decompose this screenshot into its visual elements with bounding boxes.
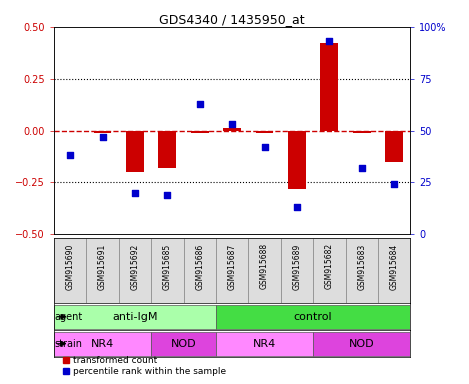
Title: GDS4340 / 1435950_at: GDS4340 / 1435950_at	[159, 13, 305, 26]
Point	[67, 152, 74, 159]
Bar	[151, 331, 216, 356]
Bar	[54, 331, 151, 356]
Text: NR4: NR4	[91, 339, 114, 349]
Bar	[256, 131, 273, 132]
Bar	[378, 238, 410, 303]
Bar	[223, 129, 241, 131]
Bar	[86, 238, 119, 303]
Legend: transformed count, percentile rank within the sample: transformed count, percentile rank withi…	[59, 353, 230, 379]
Point	[164, 192, 171, 198]
Bar	[119, 238, 151, 303]
Text: GSM915682: GSM915682	[325, 243, 334, 290]
Point	[325, 38, 333, 45]
Bar	[313, 238, 346, 303]
Text: GSM915689: GSM915689	[293, 243, 302, 290]
Text: anti-IgM: anti-IgM	[112, 312, 158, 322]
Text: GSM915686: GSM915686	[195, 243, 204, 290]
Text: NR4: NR4	[253, 339, 276, 349]
Bar	[385, 131, 403, 162]
Text: GSM915692: GSM915692	[130, 243, 139, 290]
Text: control: control	[294, 312, 333, 322]
Bar	[54, 305, 216, 329]
Text: agent: agent	[54, 312, 83, 322]
Text: strain: strain	[54, 339, 82, 349]
Bar	[288, 131, 306, 189]
Text: GSM915690: GSM915690	[66, 243, 75, 290]
Bar	[94, 131, 112, 132]
Text: GSM915687: GSM915687	[227, 243, 237, 290]
Point	[293, 204, 301, 210]
Bar	[313, 331, 410, 356]
Bar	[320, 43, 338, 131]
Bar	[216, 238, 249, 303]
Bar	[183, 238, 216, 303]
Point	[358, 165, 365, 171]
Bar	[151, 238, 183, 303]
Point	[196, 101, 204, 107]
Text: GSM915688: GSM915688	[260, 243, 269, 290]
Text: NOD: NOD	[171, 339, 197, 349]
Bar	[281, 238, 313, 303]
Text: GSM915691: GSM915691	[98, 243, 107, 290]
Bar	[159, 131, 176, 168]
Point	[261, 144, 268, 150]
Point	[131, 190, 139, 196]
Bar	[249, 238, 281, 303]
Text: GSM915684: GSM915684	[390, 243, 399, 290]
Bar	[54, 238, 86, 303]
Bar	[216, 305, 410, 329]
Text: NOD: NOD	[349, 339, 375, 349]
Point	[390, 181, 398, 187]
Bar	[191, 131, 209, 132]
Bar	[353, 131, 371, 132]
Point	[99, 134, 106, 140]
Bar	[126, 131, 144, 172]
Bar	[346, 238, 378, 303]
Point	[228, 121, 236, 127]
Text: GSM915683: GSM915683	[357, 243, 366, 290]
Text: GSM915685: GSM915685	[163, 243, 172, 290]
Bar	[216, 331, 313, 356]
